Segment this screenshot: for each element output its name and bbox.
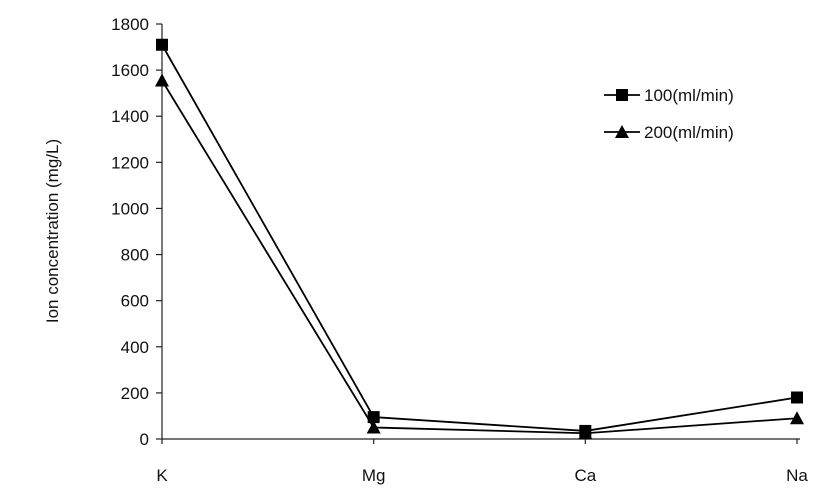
y-tick-label: 1000 — [111, 199, 149, 218]
y-tick-label: 600 — [121, 292, 149, 311]
legend-item: 100(ml/min) — [604, 86, 734, 105]
x-tick-label: Na — [786, 466, 808, 485]
y-tick-label: 1200 — [111, 153, 149, 172]
y-tick-label: 1600 — [111, 61, 149, 80]
data-point-square — [367, 411, 380, 424]
data-point-triangle — [366, 420, 381, 434]
x-tick-label: Mg — [362, 466, 386, 485]
series-line — [161, 44, 798, 432]
y-tick-label: 800 — [121, 246, 149, 265]
y-ticks: 0 200 400 600 800 1000 1200 1400 1600 1800 — [111, 15, 162, 449]
legend-item: 200(ml/min) — [604, 123, 734, 142]
legend-marker-triangle — [615, 125, 629, 138]
data-point-triangle — [790, 411, 804, 425]
y-axis: 0 200 400 600 800 1000 1200 1400 1600 1800 — [111, 15, 163, 449]
series-line — [161, 80, 798, 435]
x-tick-label: Ca — [574, 466, 596, 485]
x-ticks: K Mg Ca Na — [156, 439, 808, 485]
x-axis: K Mg Ca Na — [156, 438, 808, 485]
y-tick-label: 1800 — [111, 15, 149, 34]
y-axis-title: Ion concentration (mg/L) — [43, 139, 62, 323]
series-2 — [155, 73, 804, 440]
y-tick-label: 0 — [140, 430, 149, 449]
data-point-square — [156, 38, 168, 51]
series-layer — [155, 38, 804, 440]
x-tick-label: K — [156, 466, 168, 485]
data-point-triangle — [578, 426, 593, 440]
y-tick-label: 400 — [121, 338, 149, 357]
legend-marker-square — [616, 89, 628, 101]
data-point-square — [791, 391, 803, 404]
legend-label: 200(ml/min) — [644, 123, 734, 142]
legend-label: 100(ml/min) — [644, 86, 734, 105]
y-tick-label: 200 — [121, 384, 149, 403]
legend: 100(ml/min) 200(ml/min) — [604, 86, 734, 142]
data-point-triangle — [155, 73, 169, 87]
y-tick-label: 1400 — [111, 107, 149, 126]
